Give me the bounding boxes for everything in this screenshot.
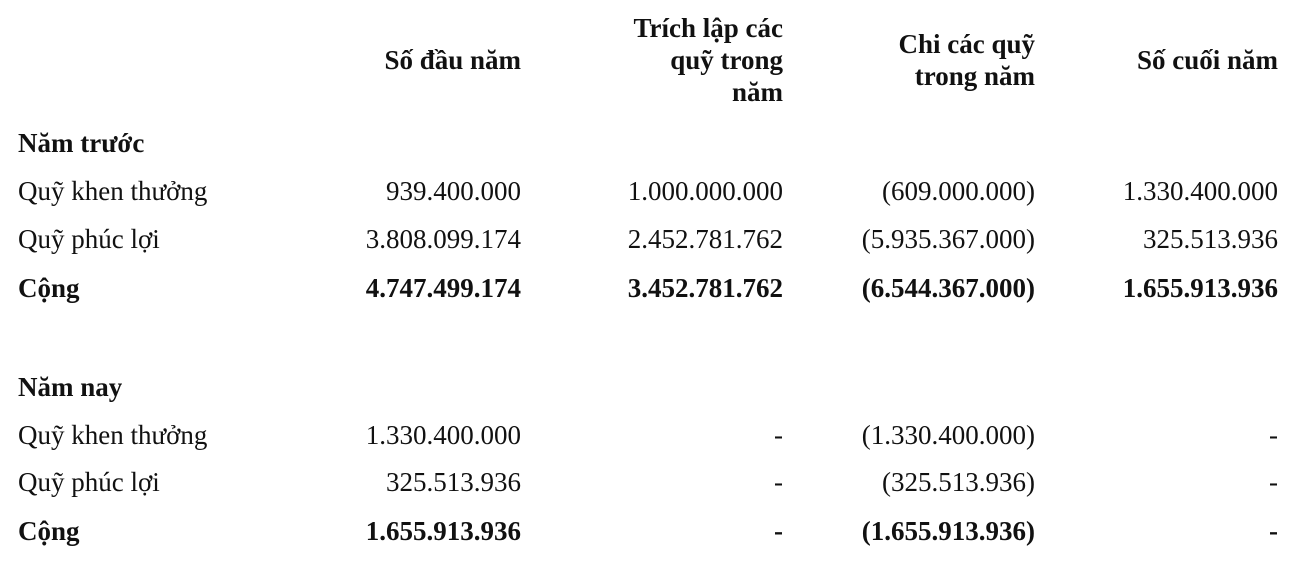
cell-appropriation-total: - (774, 516, 783, 546)
cell-spending-total: (6.544.367.000) (861, 273, 1035, 303)
header-line: Chi các quỹ (898, 29, 1035, 59)
cell-opening: 325.513.936 (386, 467, 521, 497)
cell-appropriation: 2.452.781.762 (627, 224, 783, 254)
cell-appropriation-total: 3.452.781.762 (627, 273, 783, 303)
cell-appropriation: - (774, 420, 783, 450)
header-closing-balance: Số cuối năm (1137, 44, 1278, 76)
cell-spending: (325.513.936) (882, 467, 1035, 497)
cell-opening: 939.400.000 (386, 176, 521, 206)
header-line: năm (731, 77, 783, 107)
cell-closing: 325.513.936 (1143, 224, 1278, 254)
cell-opening-total: 1.655.913.936 (365, 516, 521, 546)
row-total-label: Cộng (18, 516, 80, 546)
row-label: Quỹ phúc lợi (18, 467, 160, 497)
header-fund-appropriation: Trích lập các quỹ trong năm (634, 12, 783, 108)
cell-spending: (609.000.000) (882, 176, 1035, 206)
cell-closing-total: - (1269, 516, 1278, 546)
cell-opening: 1.330.400.000 (365, 420, 521, 450)
cell-closing: - (1269, 467, 1278, 497)
cell-closing: - (1269, 420, 1278, 450)
section-title-previous-year: Năm trước (18, 128, 145, 158)
header-opening-balance: Số đầu năm (384, 44, 521, 76)
row-label: Quỹ phúc lợi (18, 224, 160, 254)
header-line: trong năm (914, 61, 1035, 91)
header-fund-spending: Chi các quỹ trong năm (898, 28, 1035, 92)
cell-opening-total: 4.747.499.174 (365, 273, 521, 303)
cell-appropriation: - (774, 467, 783, 497)
header-line: quỹ trong (670, 45, 783, 75)
row-label: Quỹ khen thưởng (18, 420, 208, 450)
row-label: Quỹ khen thưởng (18, 176, 208, 206)
cell-spending: (1.330.400.000) (861, 420, 1035, 450)
row-total-label: Cộng (18, 273, 80, 303)
header-line: Số đầu năm (384, 45, 521, 75)
cell-closing-total: 1.655.913.936 (1122, 273, 1278, 303)
cell-spending: (5.935.367.000) (861, 224, 1035, 254)
header-line: Số cuối năm (1136, 45, 1278, 75)
cell-appropriation: 1.000.000.000 (627, 176, 783, 206)
cell-closing: 1.330.400.000 (1122, 176, 1278, 206)
cell-spending-total: (1.655.913.936) (861, 516, 1035, 546)
cell-opening: 3.808.099.174 (365, 224, 521, 254)
section-title-current-year: Năm nay (18, 372, 123, 402)
header-line: Trích lập các (633, 13, 783, 43)
